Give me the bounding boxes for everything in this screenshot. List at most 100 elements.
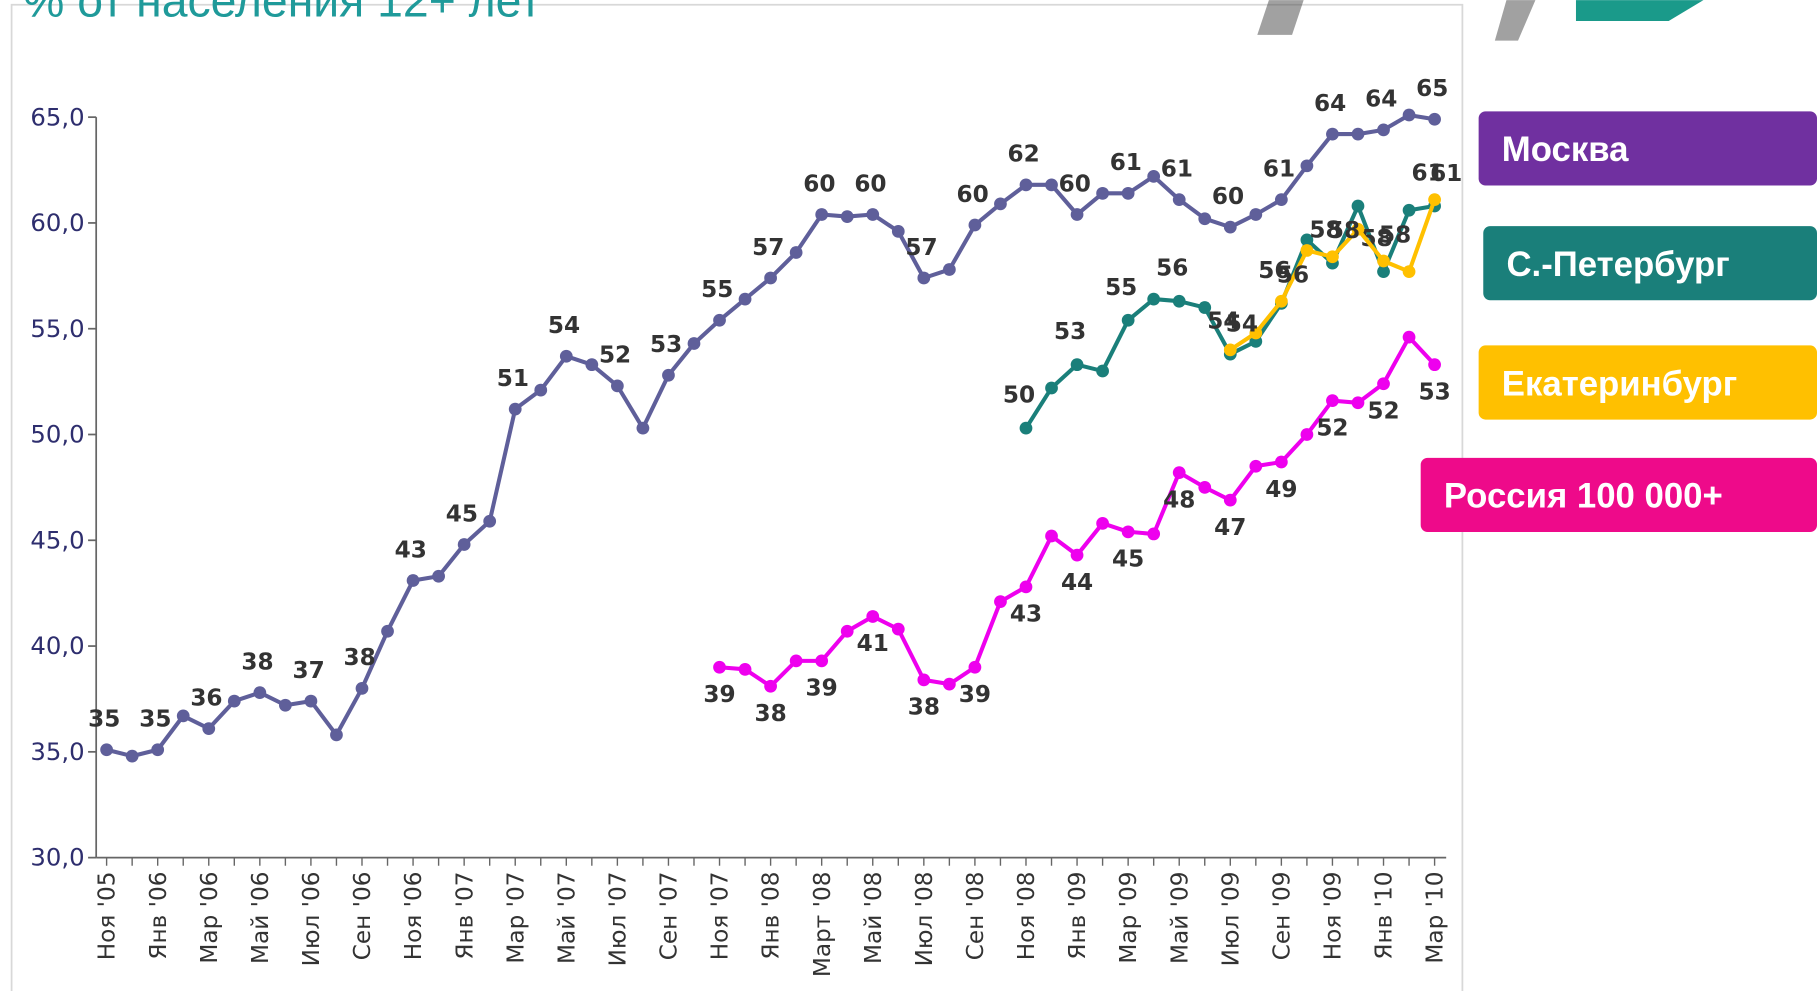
point xyxy=(176,709,190,723)
data-label: 38 xyxy=(754,700,786,727)
data-label: 49 xyxy=(1265,476,1297,503)
data-label: 56 xyxy=(1258,257,1290,284)
y-tick-label: 45,0 xyxy=(30,525,84,554)
point xyxy=(279,698,292,712)
point xyxy=(891,622,905,636)
data-label: 53 xyxy=(650,331,682,358)
point xyxy=(457,538,471,551)
point xyxy=(917,271,931,285)
data-label: 52 xyxy=(1367,397,1399,424)
point xyxy=(1326,127,1339,141)
data-label: 62 xyxy=(1008,141,1040,168)
point xyxy=(1147,527,1161,541)
x-tick-label: Сен '08 xyxy=(962,872,989,961)
data-label: 39 xyxy=(806,675,838,702)
data-label: 58 xyxy=(1328,217,1360,244)
point xyxy=(330,728,343,742)
point xyxy=(1274,193,1288,207)
point xyxy=(1377,123,1390,137)
point xyxy=(1223,343,1237,357)
x-tick-label: Мар '07 xyxy=(502,872,529,964)
point xyxy=(125,749,139,763)
data-label: 45 xyxy=(1112,546,1144,573)
data-label: 54 xyxy=(1226,310,1258,337)
data-label: 56 xyxy=(1156,255,1188,282)
x-tick-label: Янв '06 xyxy=(145,872,172,960)
data-label: 47 xyxy=(1214,514,1246,541)
point xyxy=(1249,459,1263,473)
x-tick-label: Мар '06 xyxy=(196,872,223,964)
data-label: 39 xyxy=(703,681,735,708)
data-label: 61 xyxy=(1412,160,1444,187)
x-tick-label: Июл '09 xyxy=(1217,872,1244,967)
point xyxy=(1096,516,1109,530)
data-label: 53 xyxy=(1054,318,1086,345)
point xyxy=(1300,428,1314,441)
data-label: 60 xyxy=(1212,183,1244,210)
data-label: 41 xyxy=(857,630,889,657)
point xyxy=(611,379,624,393)
point xyxy=(432,569,445,583)
data-label: 43 xyxy=(395,536,427,563)
point xyxy=(764,679,777,693)
point xyxy=(227,694,241,708)
point xyxy=(1223,493,1237,507)
point xyxy=(789,246,803,259)
point xyxy=(1377,265,1390,278)
data-label: 57 xyxy=(905,234,937,261)
data-label: 54 xyxy=(548,312,580,339)
data-label: 64 xyxy=(1365,86,1397,113)
data-label: 65 xyxy=(1416,75,1448,102)
point xyxy=(1198,301,1212,314)
data-label: 61 xyxy=(1110,149,1142,176)
y-tick-label: 65,0 xyxy=(30,102,84,131)
point xyxy=(1045,529,1058,543)
point xyxy=(1172,193,1186,207)
point xyxy=(1019,421,1033,435)
data-label: 55 xyxy=(1105,274,1137,301)
x-tick-label: Сен '07 xyxy=(656,872,683,961)
point xyxy=(1377,377,1390,391)
point xyxy=(202,722,216,735)
point xyxy=(1428,112,1441,126)
point xyxy=(1274,455,1288,469)
y-tick-label: 55,0 xyxy=(30,314,84,343)
data-label: 61 xyxy=(1430,160,1462,187)
data-label: 60 xyxy=(1059,170,1091,197)
point xyxy=(1045,178,1058,192)
x-tick-label: Июл '06 xyxy=(298,872,325,967)
point xyxy=(1351,222,1365,236)
legend-box xyxy=(1478,111,1817,186)
point xyxy=(534,383,548,397)
data-label: 56 xyxy=(1277,262,1309,289)
legend-label: Екатеринбург xyxy=(1502,365,1737,403)
point xyxy=(1274,294,1288,308)
data-label: 51 xyxy=(497,365,529,392)
x-tick-label: Сен '06 xyxy=(349,872,376,961)
data-label: 39 xyxy=(959,681,991,708)
point xyxy=(815,654,829,668)
point xyxy=(381,624,394,638)
data-label: 38 xyxy=(908,694,940,721)
point xyxy=(738,662,752,676)
data-label: 58 xyxy=(1309,217,1341,244)
data-label: 44 xyxy=(1061,569,1093,596)
x-tick-label: Ноя '08 xyxy=(1013,872,1040,961)
point xyxy=(840,624,854,638)
point xyxy=(1402,203,1416,217)
point xyxy=(483,514,497,528)
point xyxy=(1351,396,1365,410)
x-tick-label: Ноя '06 xyxy=(400,872,427,961)
data-label: 57 xyxy=(752,234,784,261)
point xyxy=(968,660,982,674)
x-tick-label: Июл '07 xyxy=(604,872,631,967)
point xyxy=(1249,208,1263,221)
y-tick-label: 40,0 xyxy=(30,631,84,660)
point xyxy=(1172,294,1186,308)
data-label: 60 xyxy=(854,170,886,197)
point xyxy=(585,358,599,372)
point xyxy=(942,677,956,691)
x-tick-label: Ноя '05 xyxy=(94,872,121,961)
point xyxy=(1070,358,1084,372)
